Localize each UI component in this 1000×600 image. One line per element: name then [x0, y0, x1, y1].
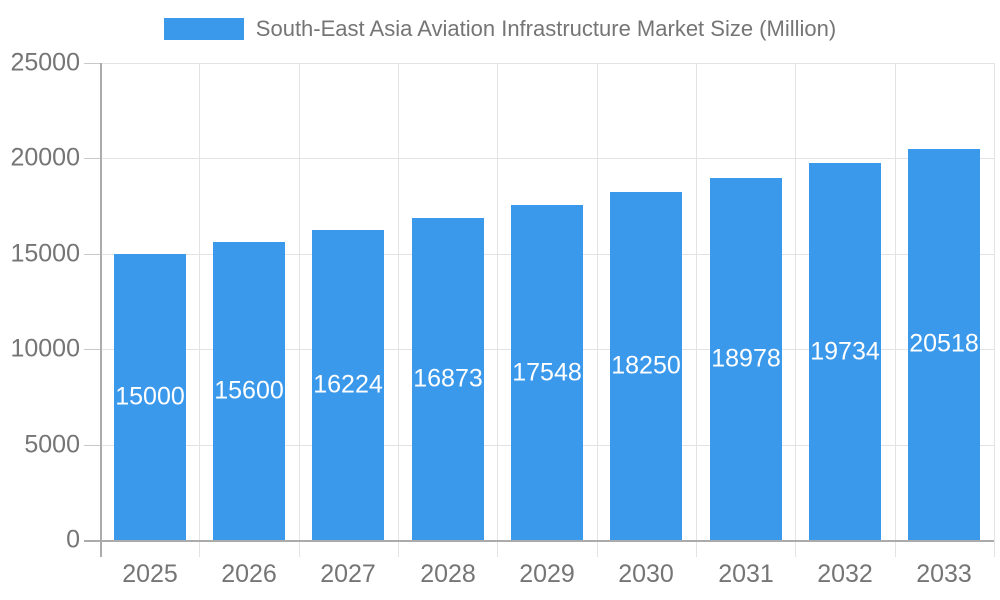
x-axis-line	[84, 540, 994, 542]
bar-value-label: 15600	[214, 376, 284, 405]
bar	[511, 205, 583, 540]
x-gridline	[994, 63, 995, 557]
y-tick-label: 10000	[10, 334, 80, 363]
bar	[908, 149, 980, 540]
x-tick-label: 2032	[817, 560, 873, 588]
bar-value-label: 15000	[115, 382, 185, 411]
y-tick	[84, 445, 100, 446]
legend-swatch	[163, 18, 244, 40]
bar-value-label: 17548	[512, 358, 582, 387]
x-tick-label: 2033	[916, 560, 972, 588]
bar	[412, 218, 484, 540]
x-tick-label: 2029	[519, 560, 575, 588]
x-tick-label: 2025	[122, 560, 178, 588]
x-tick-label: 2027	[320, 560, 376, 588]
x-tick-label: 2026	[221, 560, 277, 588]
x-gridline	[597, 63, 598, 557]
y-tick-label: 20000	[10, 143, 80, 172]
x-gridline	[199, 63, 200, 557]
x-gridline	[696, 63, 697, 557]
bar-value-label: 18978	[711, 344, 781, 373]
legend-label: South-East Asia Aviation Infrastructure …	[255, 16, 837, 41]
bar	[610, 192, 682, 540]
x-gridline	[299, 63, 300, 557]
x-tick-label: 2030	[618, 560, 674, 588]
y-tick-label: 15000	[10, 239, 80, 268]
y-tick	[84, 349, 100, 350]
bar-value-label: 16873	[413, 364, 483, 393]
x-tick-label: 2031	[718, 560, 774, 588]
bar-value-label: 20518	[909, 329, 979, 358]
bar-value-label: 19734	[810, 337, 880, 366]
bar	[213, 242, 285, 540]
y-tick-label: 25000	[10, 48, 80, 77]
y-tick-label: 5000	[24, 430, 80, 459]
y-tick-label: 0	[66, 525, 80, 554]
bar	[312, 230, 384, 540]
x-tick-label: 2028	[420, 560, 476, 588]
y-axis-line	[100, 63, 102, 557]
y-gridline	[100, 63, 994, 64]
y-tick	[84, 63, 100, 64]
bar-value-label: 18250	[611, 351, 681, 380]
x-gridline	[497, 63, 498, 557]
legend: South-East Asia Aviation Infrastructure …	[0, 16, 1000, 42]
y-tick	[84, 254, 100, 255]
x-gridline	[895, 63, 896, 557]
bar	[710, 178, 782, 540]
x-gridline	[795, 63, 796, 557]
bar-value-label: 16224	[313, 370, 383, 399]
bar	[114, 254, 186, 540]
y-gridline	[100, 158, 994, 159]
y-tick	[84, 158, 100, 159]
bar	[809, 163, 881, 540]
x-gridline	[398, 63, 399, 557]
